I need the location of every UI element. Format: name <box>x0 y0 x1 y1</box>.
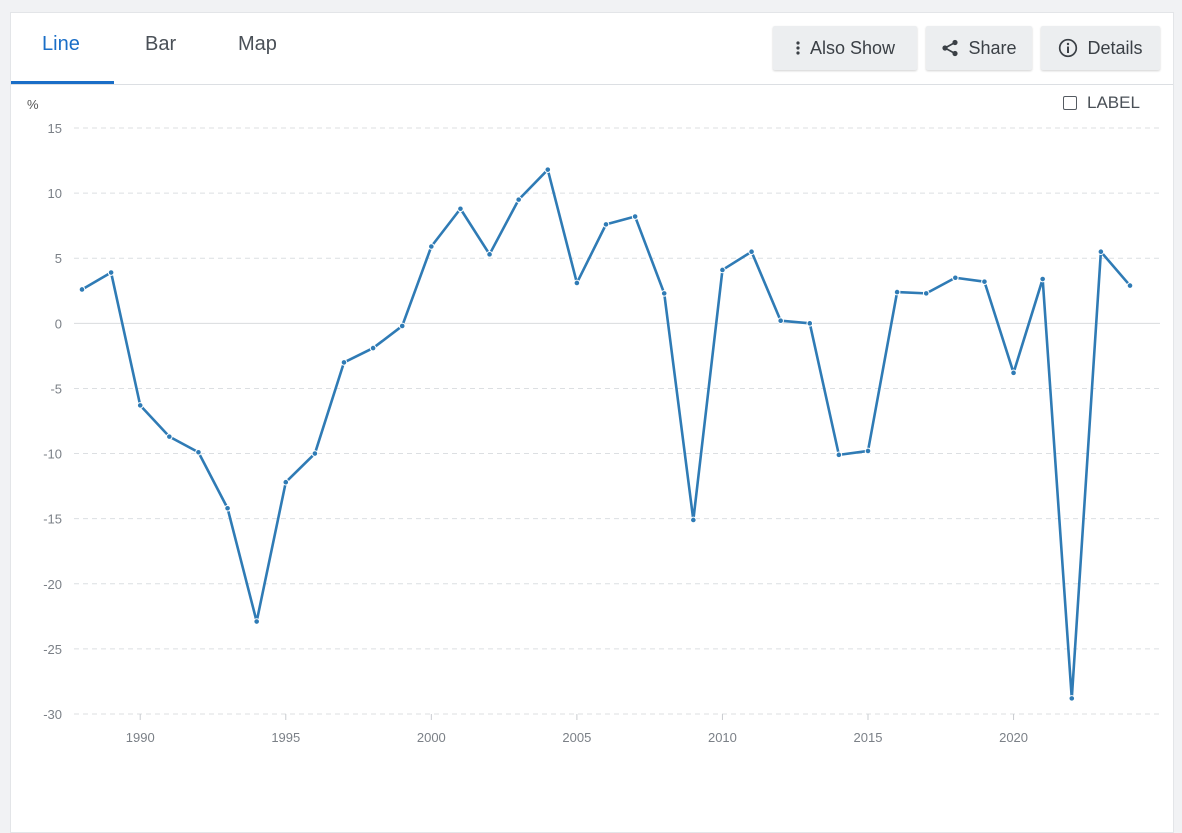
data-point <box>107 269 115 276</box>
details-button[interactable]: Details <box>1041 26 1160 70</box>
data-point <box>1039 275 1046 283</box>
share-icon <box>942 39 959 57</box>
data-point <box>253 618 260 625</box>
data-point <box>893 288 901 296</box>
y-tick-label: 10 <box>48 186 62 201</box>
chart-card: Line Bar Map Also Show Share Details <box>10 12 1174 833</box>
data-point <box>835 451 843 459</box>
y-tick-label: -5 <box>50 381 62 396</box>
x-tick-label: 2005 <box>562 730 591 745</box>
x-tick-label: 2015 <box>854 730 883 745</box>
details-label: Details <box>1087 37 1143 58</box>
tab-map[interactable]: Map <box>238 33 277 55</box>
data-point <box>952 274 959 282</box>
data-point <box>398 322 406 330</box>
data-point <box>340 359 348 366</box>
view-tabs: Line Bar Map Also Show Share Details <box>11 13 1173 85</box>
data-point <box>282 478 290 486</box>
y-tick-label: -25 <box>43 642 62 657</box>
data-point <box>1010 369 1017 377</box>
y-tick-label: -15 <box>43 512 62 527</box>
y-axis-unit: % <box>27 97 39 112</box>
data-point <box>224 504 231 512</box>
series-line <box>81 168 1131 700</box>
data-point <box>631 213 639 220</box>
data-point <box>428 243 435 250</box>
data-point <box>602 221 610 228</box>
data-point <box>660 290 668 297</box>
data-point <box>457 205 464 213</box>
label-checkbox[interactable] <box>1063 96 1077 110</box>
active-tab-indicator <box>11 81 114 84</box>
y-tick-label: 0 <box>55 316 62 331</box>
x-tick-label: 2000 <box>417 730 446 745</box>
data-point <box>806 320 814 327</box>
data-point <box>486 251 493 258</box>
x-tick-label: 1990 <box>126 730 155 745</box>
y-tick-label: -10 <box>43 447 62 462</box>
x-tick-label: 2010 <box>708 730 737 745</box>
data-point <box>544 166 552 173</box>
label-toggle[interactable]: LABEL <box>1063 92 1140 114</box>
data-point <box>719 266 726 274</box>
info-icon <box>1059 38 1078 58</box>
y-tick-label: -30 <box>43 707 62 722</box>
tab-bar[interactable]: Bar <box>145 33 177 55</box>
data-point <box>369 344 377 352</box>
data-point <box>864 447 872 455</box>
y-tick-label: -20 <box>43 577 62 592</box>
data-point <box>311 450 319 457</box>
more-vertical-icon <box>796 41 800 55</box>
share-label: Share <box>968 37 1017 58</box>
label-toggle-text: LABEL <box>1087 93 1140 112</box>
data-point <box>515 196 522 203</box>
data-point <box>573 279 581 287</box>
share-button[interactable]: Share <box>926 26 1032 70</box>
data-point <box>78 286 86 293</box>
also-show-button[interactable]: Also Show <box>773 26 917 70</box>
data-point <box>777 317 784 325</box>
y-tick-label: 5 <box>55 251 62 266</box>
y-tick-label: 15 <box>48 121 62 136</box>
data-point <box>1097 248 1105 256</box>
data-point <box>981 278 988 285</box>
data-point <box>1126 282 1134 289</box>
also-show-label: Also Show <box>809 37 896 58</box>
x-tick-label: 1995 <box>271 730 300 745</box>
data-point <box>922 290 930 297</box>
data-point <box>195 448 202 456</box>
data-point <box>748 248 755 256</box>
tab-line[interactable]: Line <box>42 33 80 55</box>
x-tick-label: 2020 <box>999 730 1028 745</box>
data-point <box>166 433 173 440</box>
data-point <box>136 402 144 409</box>
data-point <box>690 516 697 524</box>
data-point <box>1068 695 1076 702</box>
